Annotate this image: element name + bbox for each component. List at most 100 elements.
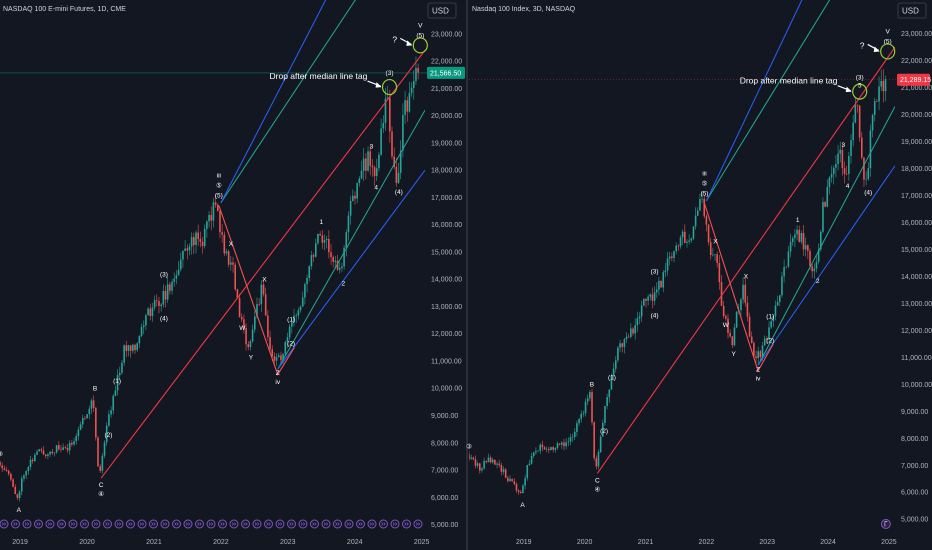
event-icon[interactable] bbox=[34, 519, 43, 529]
event-icon[interactable] bbox=[137, 519, 147, 529]
event-icon[interactable] bbox=[218, 519, 227, 529]
candle-body bbox=[776, 301, 779, 306]
candle-body bbox=[138, 335, 141, 344]
event-icon[interactable] bbox=[379, 519, 388, 529]
wave-label: V bbox=[886, 28, 891, 35]
event-icon[interactable] bbox=[160, 519, 170, 529]
event-icon[interactable] bbox=[103, 519, 112, 529]
candle-body bbox=[367, 151, 369, 171]
event-icon[interactable] bbox=[80, 519, 89, 529]
candle-body bbox=[234, 264, 237, 290]
candle-body bbox=[44, 454, 47, 457]
candle-body bbox=[338, 268, 341, 270]
event-icon-glyph bbox=[116, 522, 122, 526]
pitchfork-lower-green-line bbox=[757, 106, 895, 366]
event-icon[interactable] bbox=[0, 519, 9, 529]
event-icon[interactable] bbox=[310, 519, 319, 529]
pitchfork-median-line bbox=[596, 46, 895, 474]
candle-body bbox=[677, 245, 680, 247]
event-icon[interactable] bbox=[22, 519, 32, 529]
candle-body bbox=[354, 195, 356, 199]
event-icon[interactable] bbox=[252, 519, 262, 529]
event-icon[interactable] bbox=[356, 519, 365, 529]
candle-body bbox=[608, 389, 611, 398]
event-icon-glyph bbox=[300, 522, 306, 526]
wave-label: ③ bbox=[0, 450, 3, 458]
candle-body bbox=[571, 437, 574, 438]
event-icon[interactable] bbox=[367, 519, 377, 529]
candle-body bbox=[171, 281, 173, 291]
candle-body bbox=[804, 245, 807, 250]
event-icon[interactable] bbox=[241, 519, 250, 529]
wave-label: Z bbox=[276, 370, 280, 377]
y-tick-label: 10,000.00 bbox=[901, 382, 932, 389]
candle-body bbox=[606, 397, 608, 406]
wave-label: W bbox=[723, 322, 730, 329]
median-tag-circle bbox=[852, 83, 868, 100]
event-icon[interactable] bbox=[68, 519, 78, 529]
event-icon[interactable] bbox=[57, 519, 66, 529]
event-icon[interactable] bbox=[149, 519, 158, 529]
candle-body bbox=[271, 349, 274, 357]
event-icon[interactable] bbox=[206, 519, 216, 529]
event-icon[interactable] bbox=[264, 519, 273, 529]
event-icon[interactable] bbox=[183, 519, 193, 529]
candle-body bbox=[487, 457, 490, 463]
wave-label: ④ bbox=[594, 485, 600, 493]
candle-body bbox=[404, 100, 406, 115]
candle-body bbox=[42, 450, 45, 455]
event-icon[interactable] bbox=[298, 519, 308, 529]
event-icon[interactable] bbox=[880, 519, 891, 529]
x-tick-label: 2025 bbox=[881, 539, 897, 546]
candle-body bbox=[49, 451, 51, 455]
candle-body bbox=[478, 463, 481, 471]
event-icon[interactable] bbox=[91, 519, 101, 529]
event-icon[interactable] bbox=[333, 519, 342, 529]
candle-body bbox=[365, 158, 367, 171]
candle-body bbox=[783, 267, 785, 277]
event-icon[interactable] bbox=[114, 519, 124, 529]
wave-label: (5) bbox=[884, 38, 892, 45]
candle-body bbox=[785, 266, 788, 268]
currency-box bbox=[897, 2, 927, 19]
candle-body bbox=[509, 478, 511, 482]
currency-selector[interactable]: USD bbox=[897, 2, 927, 19]
candle-body bbox=[260, 284, 263, 305]
question-mark: ? bbox=[392, 34, 397, 44]
event-icon[interactable] bbox=[344, 519, 354, 529]
wave-label: (4) bbox=[160, 315, 168, 322]
candle-body bbox=[214, 202, 217, 205]
event-icon[interactable] bbox=[229, 519, 239, 529]
event-icon[interactable] bbox=[275, 519, 285, 529]
candle-body bbox=[807, 245, 809, 252]
wave-label: Y bbox=[732, 351, 737, 358]
wave-label: (1) bbox=[113, 378, 121, 385]
event-icon[interactable] bbox=[11, 519, 20, 529]
event-icon[interactable] bbox=[126, 519, 135, 529]
event-icon[interactable] bbox=[413, 519, 423, 529]
event-icon[interactable] bbox=[321, 519, 331, 529]
event-icon[interactable] bbox=[390, 519, 400, 529]
event-icon[interactable] bbox=[287, 519, 296, 529]
event-icon-glyph bbox=[231, 522, 237, 526]
event-icon[interactable] bbox=[172, 519, 181, 529]
candle-body bbox=[655, 289, 658, 293]
event-icon[interactable] bbox=[195, 519, 204, 529]
candle-body bbox=[761, 345, 764, 358]
candle-body bbox=[417, 67, 419, 73]
event-icon[interactable] bbox=[402, 519, 411, 529]
currency-selector[interactable]: USD bbox=[427, 2, 457, 19]
wave-label: 1 bbox=[319, 219, 323, 226]
candle-body bbox=[184, 248, 186, 251]
event-icon-ring bbox=[390, 519, 400, 529]
wave-label: (2) bbox=[766, 337, 774, 344]
corrective-wave-line bbox=[218, 205, 295, 376]
candle-body bbox=[188, 246, 191, 251]
event-icon-ring bbox=[264, 519, 273, 529]
candle-body bbox=[349, 201, 352, 216]
candle-body bbox=[282, 353, 284, 361]
candle-body bbox=[334, 260, 337, 262]
event-icon[interactable] bbox=[45, 519, 55, 529]
event-icon-glyph bbox=[139, 522, 145, 526]
candle-body bbox=[206, 221, 208, 229]
